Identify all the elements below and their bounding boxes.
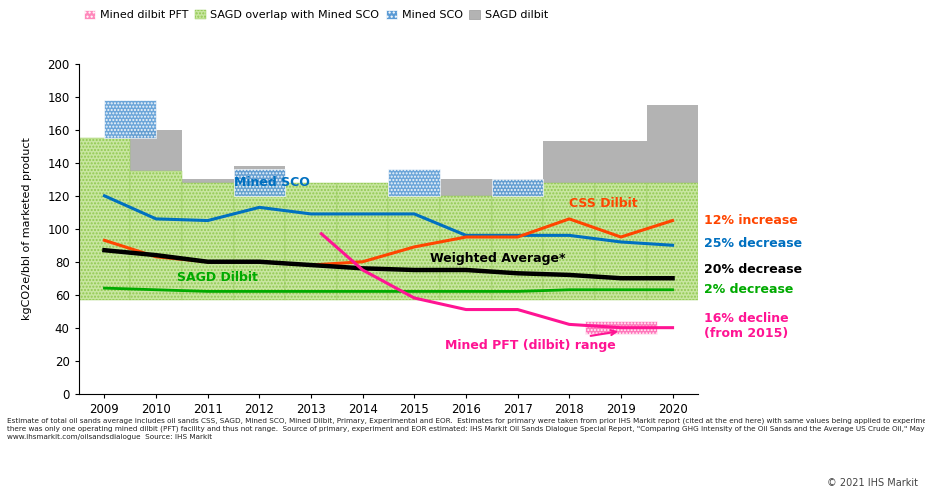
Bar bbox=[647, 183, 698, 300]
Bar bbox=[492, 179, 543, 300]
Text: SAGD Dilbit: SAGD Dilbit bbox=[177, 271, 258, 284]
Bar bbox=[130, 171, 182, 300]
Text: 20% decrease: 20% decrease bbox=[704, 264, 802, 277]
Text: © 2021 IHS Markit: © 2021 IHS Markit bbox=[827, 478, 918, 488]
Text: 12% increase: 12% increase bbox=[704, 214, 797, 227]
Bar bbox=[595, 141, 647, 300]
Bar bbox=[543, 141, 595, 300]
Bar bbox=[492, 196, 543, 300]
Bar bbox=[182, 183, 233, 300]
Bar bbox=[285, 183, 337, 300]
Bar bbox=[388, 169, 440, 196]
Bar bbox=[337, 237, 388, 300]
Bar bbox=[233, 166, 285, 300]
Text: 25% decrease: 25% decrease bbox=[704, 237, 802, 250]
Bar bbox=[388, 237, 440, 300]
Bar bbox=[388, 196, 440, 300]
Bar bbox=[492, 179, 543, 196]
Bar bbox=[337, 183, 388, 300]
Bar bbox=[285, 237, 337, 300]
Bar bbox=[182, 179, 233, 300]
Bar bbox=[595, 183, 647, 300]
Bar bbox=[233, 169, 285, 196]
Bar bbox=[585, 321, 657, 334]
Legend: Mined dilbit PFT, SAGD overlap with Mined SCO, Mined SCO, SAGD dilbit: Mined dilbit PFT, SAGD overlap with Mine… bbox=[84, 10, 548, 20]
Text: Estimate of total oil sands average includes oil sands CSS, SAGD, Mined SCO, Min: Estimate of total oil sands average incl… bbox=[7, 417, 925, 440]
Text: Weighted Average*: Weighted Average* bbox=[430, 252, 565, 265]
Text: 2% decrease: 2% decrease bbox=[704, 283, 793, 296]
Bar bbox=[105, 100, 156, 138]
Text: Average and full range of oil sands GHG emission intensity by year (2009 to 2020: Average and full range of oil sands GHG … bbox=[7, 17, 824, 30]
Bar bbox=[233, 183, 285, 300]
Bar bbox=[440, 196, 492, 300]
Text: CSS Dilbit: CSS Dilbit bbox=[569, 197, 638, 211]
Text: Mined PFT (dilbit) range: Mined PFT (dilbit) range bbox=[445, 330, 616, 352]
Bar bbox=[79, 138, 130, 300]
Bar bbox=[130, 130, 182, 300]
Bar bbox=[440, 179, 492, 300]
Text: Mined SCO: Mined SCO bbox=[233, 176, 310, 189]
Bar bbox=[543, 183, 595, 300]
Bar bbox=[79, 234, 130, 300]
Y-axis label: kgCO2e/bbl of marketed product: kgCO2e/bbl of marketed product bbox=[22, 137, 32, 320]
Text: 16% decline
(from 2015): 16% decline (from 2015) bbox=[704, 312, 788, 340]
Bar bbox=[647, 105, 698, 300]
